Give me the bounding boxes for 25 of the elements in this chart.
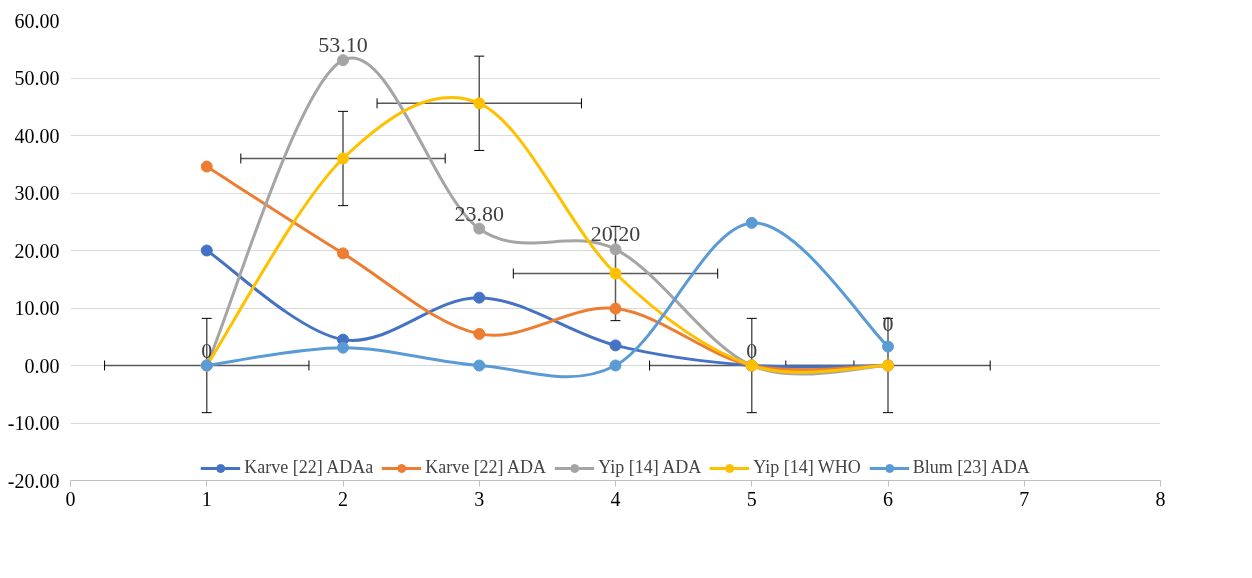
y-tick-label: -10.00	[7, 412, 60, 434]
x-tick-label: 1	[201, 487, 212, 510]
x-tick-label: 0	[65, 487, 76, 510]
y-tick-label: 30.00	[14, 182, 60, 204]
x-tick-label: 4	[610, 487, 621, 510]
y-tick-label: 40.00	[14, 124, 60, 147]
y-tick-label: 10.00	[14, 297, 60, 319]
y-tick-label: 0.00	[24, 354, 60, 377]
y-tick-label: 50.00	[14, 67, 60, 89]
x-tick-label: 7	[1019, 487, 1030, 510]
x-tick-label: 5	[746, 487, 757, 510]
y-tick-label: 60.00	[14, 9, 60, 32]
legend-label: Karve [22] ADA	[425, 457, 547, 478]
y-tick-label: -20.00	[7, 469, 60, 492]
x-tick-label: 3	[474, 487, 485, 510]
legend-label: Yip [14] WHO	[753, 457, 861, 478]
legend-label: Yip [14] ADA	[598, 457, 702, 478]
legend-label: Blum [23] ADA	[912, 457, 1030, 478]
data-label: 53.10	[318, 32, 368, 58]
data-label: 23.80	[454, 200, 504, 226]
x-tick-label: 8	[1155, 487, 1166, 510]
y-tick-label: 20.00	[14, 239, 60, 262]
legend-label: Karve [22] ADAa	[244, 457, 374, 478]
x-tick-label: 2	[338, 487, 348, 510]
x-tick-label: 6	[883, 487, 893, 510]
